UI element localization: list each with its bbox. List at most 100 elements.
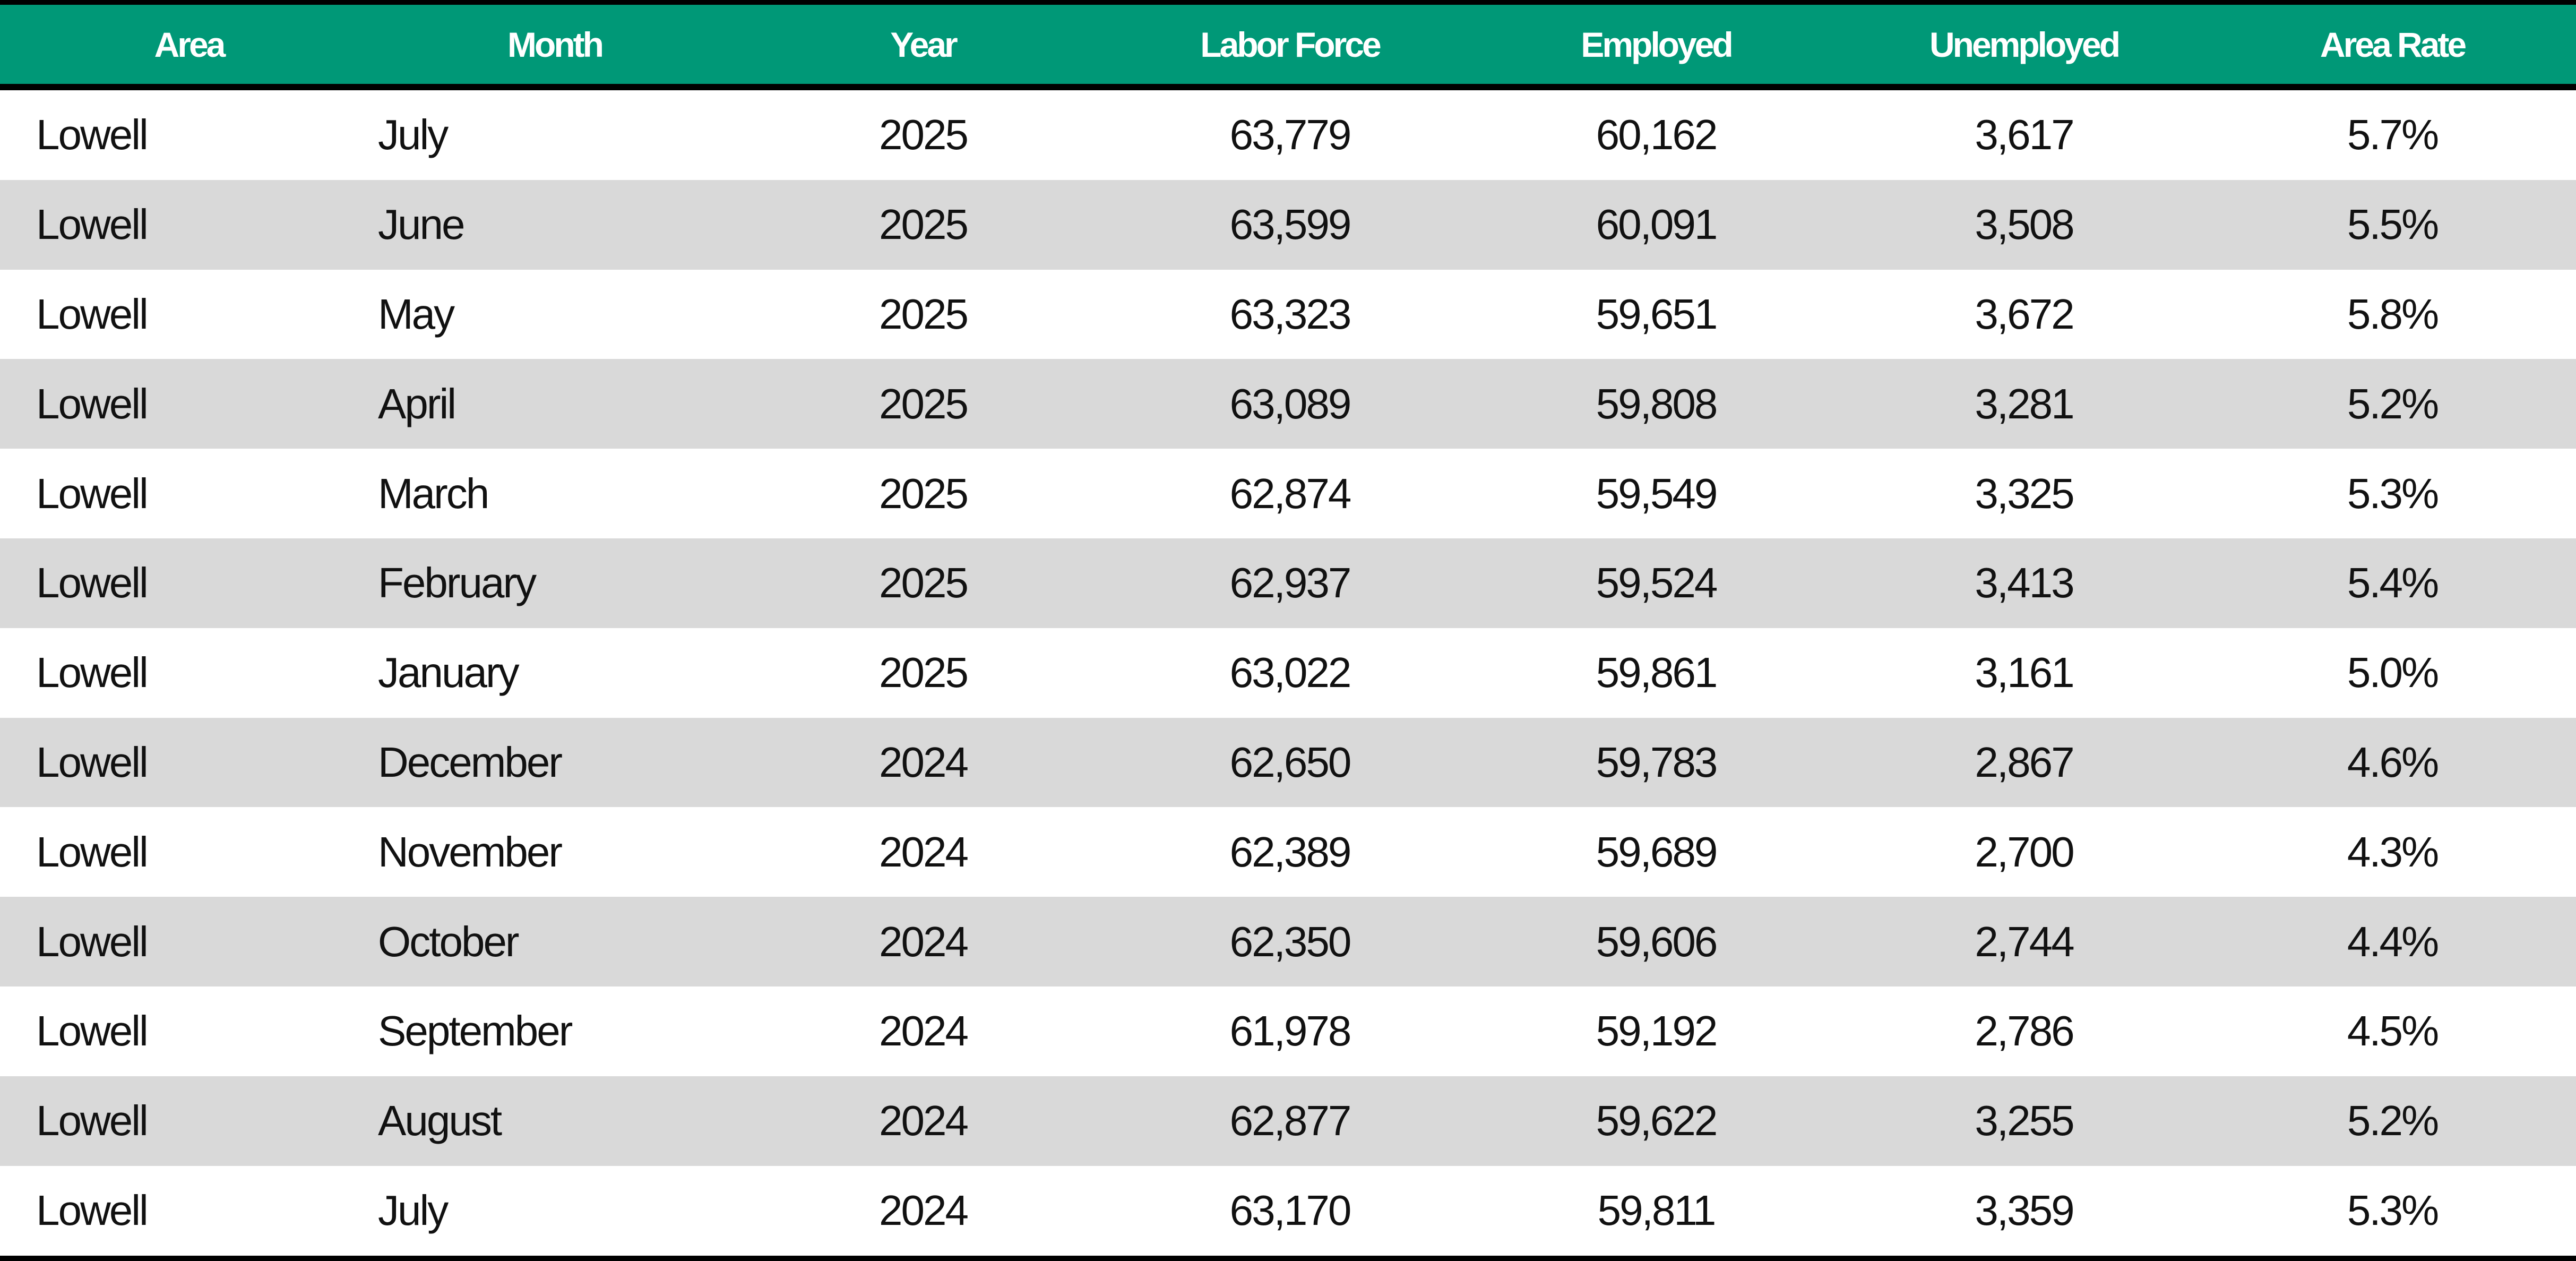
table-cell: 2024 bbox=[879, 828, 969, 876]
table-cell: 5.8% bbox=[2347, 290, 2439, 338]
table-cell: 59,651 bbox=[1596, 290, 1718, 338]
table-cell: October bbox=[378, 917, 520, 965]
table-cell: 4.4% bbox=[2347, 917, 2439, 965]
table-cell: 5.0% bbox=[2347, 649, 2439, 697]
table-cell: 2,786 bbox=[1975, 1007, 2074, 1055]
table-cell: September bbox=[378, 1007, 573, 1055]
table-cell: 2025 bbox=[879, 201, 969, 248]
table-cell: 2025 bbox=[879, 380, 969, 427]
table-cell: 5.7% bbox=[2347, 111, 2439, 159]
table-cell: 4.3% bbox=[2347, 828, 2439, 876]
table-cell: 5.5% bbox=[2347, 201, 2439, 248]
table-cell: 2024 bbox=[879, 1186, 969, 1234]
table-cell: 63,089 bbox=[1229, 380, 1352, 427]
table-cell: 4.6% bbox=[2347, 738, 2439, 786]
table-cell: 2,867 bbox=[1975, 738, 2074, 786]
table-cell: 2,700 bbox=[1975, 828, 2074, 876]
column-header: Unemployed bbox=[1929, 24, 2121, 64]
table-row: Lowell March 2025 62,874 59,549 3,325 5.3% bbox=[0, 449, 2576, 538]
table-row: Lowell April 2025 63,089 59,808 3,281 5.2% bbox=[0, 359, 2576, 449]
table-cell: July bbox=[378, 111, 449, 159]
table-cell: 4.5% bbox=[2347, 1007, 2439, 1055]
table-cell: 59,606 bbox=[1596, 917, 1718, 965]
column-header: Area bbox=[154, 24, 226, 64]
table-row: Lowell May 2025 63,323 59,651 3,672 5.8% bbox=[0, 270, 2576, 359]
table-cell: 63,779 bbox=[1229, 111, 1352, 159]
table-cell: 2025 bbox=[879, 290, 969, 338]
table-row: Lowell December 2024 62,650 59,783 2,867 4.6% bbox=[0, 717, 2576, 808]
table-cell: Lowell bbox=[36, 1186, 149, 1234]
table-cell: 5.4% bbox=[2347, 559, 2439, 607]
table-cell: Lowell bbox=[36, 111, 149, 159]
bottom-border bbox=[0, 1256, 2576, 1261]
table-cell: July bbox=[378, 1186, 449, 1234]
table-cell: 3,281 bbox=[1975, 380, 2074, 427]
column-header: Employed bbox=[1581, 24, 1733, 64]
table-cell: 2024 bbox=[879, 738, 969, 786]
table-cell: 59,808 bbox=[1596, 380, 1718, 427]
table-cell: 2024 bbox=[879, 1097, 969, 1145]
table-cell: 3,413 bbox=[1975, 559, 2074, 607]
table-row: Lowell February 2025 62,937 59,524 3,413 5.4% bbox=[0, 538, 2576, 628]
table-cell: 2,744 bbox=[1975, 917, 2074, 965]
table-cell: 62,877 bbox=[1229, 1097, 1352, 1145]
table-cell: 2025 bbox=[879, 111, 969, 159]
table-cell: 5.2% bbox=[2347, 380, 2439, 427]
table-cell: 2025 bbox=[879, 559, 969, 607]
table-cell: 59,783 bbox=[1596, 738, 1718, 786]
table-cell: 59,192 bbox=[1596, 1007, 1718, 1055]
column-header: Labor Force bbox=[1200, 24, 1381, 64]
table-cell: 62,937 bbox=[1229, 559, 1352, 607]
table-cell: June bbox=[378, 201, 465, 248]
table-cell: 62,389 bbox=[1229, 828, 1352, 876]
table-cell: 63,599 bbox=[1229, 201, 1352, 248]
table-cell: Lowell bbox=[36, 380, 149, 427]
table-row: Lowell June 2025 63,599 60,091 3,508 5.5% bbox=[0, 179, 2576, 270]
table-cell: 5.3% bbox=[2347, 1186, 2439, 1234]
table-row: Lowell January 2025 63,022 59,861 3,161 5.0% bbox=[0, 628, 2576, 718]
column-header: Year bbox=[890, 24, 958, 64]
table-cell: 3,325 bbox=[1975, 469, 2074, 517]
table-cell: May bbox=[378, 290, 455, 338]
table-cell: 5.3% bbox=[2347, 469, 2439, 517]
table-cell: 59,549 bbox=[1596, 469, 1718, 517]
table-cell: 59,689 bbox=[1596, 828, 1718, 876]
table-cell: December bbox=[378, 738, 563, 786]
table-cell: 63,323 bbox=[1229, 290, 1352, 338]
table-cell: 59,861 bbox=[1596, 649, 1718, 697]
table-cell: Lowell bbox=[36, 201, 149, 248]
table-cell: 2025 bbox=[879, 469, 969, 517]
table-cell: 61,978 bbox=[1229, 1007, 1352, 1055]
table-cell: 3,359 bbox=[1975, 1186, 2074, 1234]
table-cell: 63,022 bbox=[1229, 649, 1352, 697]
table-cell: Lowell bbox=[36, 469, 149, 517]
table-cell: August bbox=[378, 1097, 502, 1145]
table-cell: 62,650 bbox=[1229, 738, 1352, 786]
table-cell: 3,672 bbox=[1975, 290, 2074, 338]
table-cell: 5.2% bbox=[2347, 1097, 2439, 1145]
table-cell: Lowell bbox=[36, 290, 149, 338]
table-cell: Lowell bbox=[36, 828, 149, 876]
table-cell: January bbox=[378, 649, 520, 697]
table-cell: 2025 bbox=[879, 649, 969, 697]
table-row: Lowell September 2024 61,978 59,192 2,786 4.5% bbox=[0, 987, 2576, 1076]
table-cell: Lowell bbox=[36, 917, 149, 965]
table-cell: 3,617 bbox=[1975, 111, 2074, 159]
table-cell: 63,170 bbox=[1229, 1186, 1352, 1234]
table-cell: Lowell bbox=[36, 559, 149, 607]
table-row: Lowell August 2024 62,877 59,622 3,255 5.2% bbox=[0, 1076, 2576, 1166]
table-cell: Lowell bbox=[36, 1007, 149, 1055]
table-cell: February bbox=[378, 559, 537, 607]
table-row: Lowell July 2025 63,779 60,162 3,617 5.7% bbox=[0, 90, 2576, 180]
column-header: Area Rate bbox=[2320, 24, 2467, 64]
table-row: Lowell October 2024 62,350 59,606 2,744 4.4% bbox=[0, 897, 2576, 987]
table-cell: Lowell bbox=[36, 738, 149, 786]
table-cell: 3,508 bbox=[1975, 201, 2074, 248]
table-cell: Lowell bbox=[36, 649, 149, 697]
table-cell: 3,161 bbox=[1975, 649, 2074, 697]
column-header: Month bbox=[507, 24, 604, 64]
table-cell: 59,811 bbox=[1597, 1186, 1717, 1234]
header-row: Area Month Year Labor Force Employed Unemploy… bbox=[0, 0, 2576, 90]
table-cell: 60,162 bbox=[1596, 111, 1718, 159]
